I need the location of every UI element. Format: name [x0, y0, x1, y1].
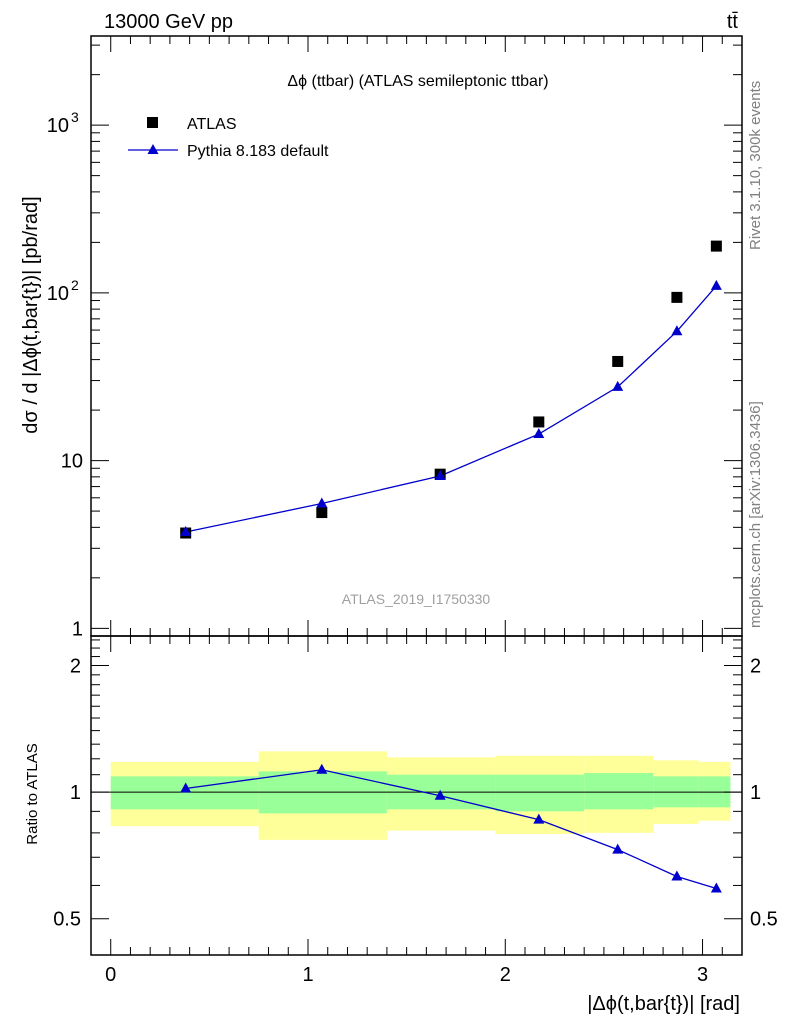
watermark-label: ATLAS_2019_I1750330	[342, 591, 491, 607]
ratio-frame	[90, 635, 743, 956]
ratio-point	[434, 789, 446, 800]
main-title: Δϕ (ttbar) (ATLAS semileptonic ttbar)	[287, 73, 548, 90]
stat-uncertainty-band	[584, 773, 654, 810]
y-tick-label: 10	[47, 283, 69, 305]
pythia-point	[180, 526, 192, 537]
pythia-point	[671, 325, 683, 336]
ratio-y-tick-label: 2	[70, 655, 81, 677]
mcplots-label: mcplots.cern.ch [arXiv:1306.3436]	[747, 401, 764, 628]
pythia-point	[710, 279, 722, 290]
main-y-axis-label: dσ / d |Δϕ(t,bar{t})| [pb/rad]	[20, 196, 42, 433]
ratio-point	[671, 870, 683, 881]
ratio-point	[533, 813, 545, 824]
legend-marker-atlas	[147, 117, 158, 128]
atlas-data-point	[533, 416, 545, 428]
ratio-point	[180, 782, 192, 793]
y-tick-label-exponent: 2	[71, 277, 79, 293]
atlas-data-point	[316, 507, 328, 519]
legend-label-pythia: Pythia 8.183 default	[187, 143, 329, 160]
pythia-point	[316, 497, 328, 508]
x-tick-label: 3	[697, 964, 708, 986]
ratio-y-tick-label-right: 1	[750, 782, 761, 804]
x-axis-label: |Δϕ(t,bar{t})| [rad]	[587, 993, 740, 1015]
legend-marker-pythia	[147, 144, 159, 154]
main-panel: Δϕ (ttbar) (ATLAS semileptonic ttbar) dσ…	[20, 35, 743, 640]
atlas-data-point	[710, 240, 722, 252]
legend-label-atlas: ATLAS	[187, 116, 237, 133]
rivet-label: Rivet 3.1.10, 300k events	[747, 81, 764, 250]
pythia-point	[533, 428, 545, 439]
energy-label: 13000 GeV pp	[104, 11, 233, 33]
legend: ATLAS Pythia 8.183 default	[128, 116, 329, 160]
ratio-point	[316, 763, 328, 774]
atlas-data-point	[671, 291, 683, 303]
x-tick-label: 2	[500, 964, 511, 986]
y-tick-label: 10	[61, 451, 83, 473]
ratio-y-tick-label: 1	[70, 782, 81, 804]
ratio-y-tick-label: 0.5	[53, 909, 81, 931]
ratio-y-tick-label-right: 2	[750, 655, 761, 677]
ratio-y-tick-label-right: 0.5	[750, 909, 778, 931]
pythia-point	[612, 380, 624, 391]
y-tick-label: 1	[72, 618, 83, 640]
y-tick-label: 10	[47, 115, 69, 137]
ratio-point	[612, 843, 624, 854]
atlas-data-point	[612, 355, 624, 367]
pythia-line	[185, 285, 717, 533]
x-tick-label: 1	[302, 964, 313, 986]
ratio-y-axis-label: Ratio to ATLAS	[24, 743, 41, 844]
pythia-point	[434, 469, 446, 480]
ratio-point	[710, 882, 722, 893]
ratio-panel: Ratio to ATLAS |Δϕ(t,bar{t})| [rad] 0 1 2 3…	[24, 635, 778, 1015]
process-label: tt̄	[727, 11, 739, 33]
x-tick-label: 0	[105, 964, 116, 986]
stat-uncertainty-band	[495, 774, 585, 812]
y-tick-label-exponent: 3	[71, 109, 79, 125]
